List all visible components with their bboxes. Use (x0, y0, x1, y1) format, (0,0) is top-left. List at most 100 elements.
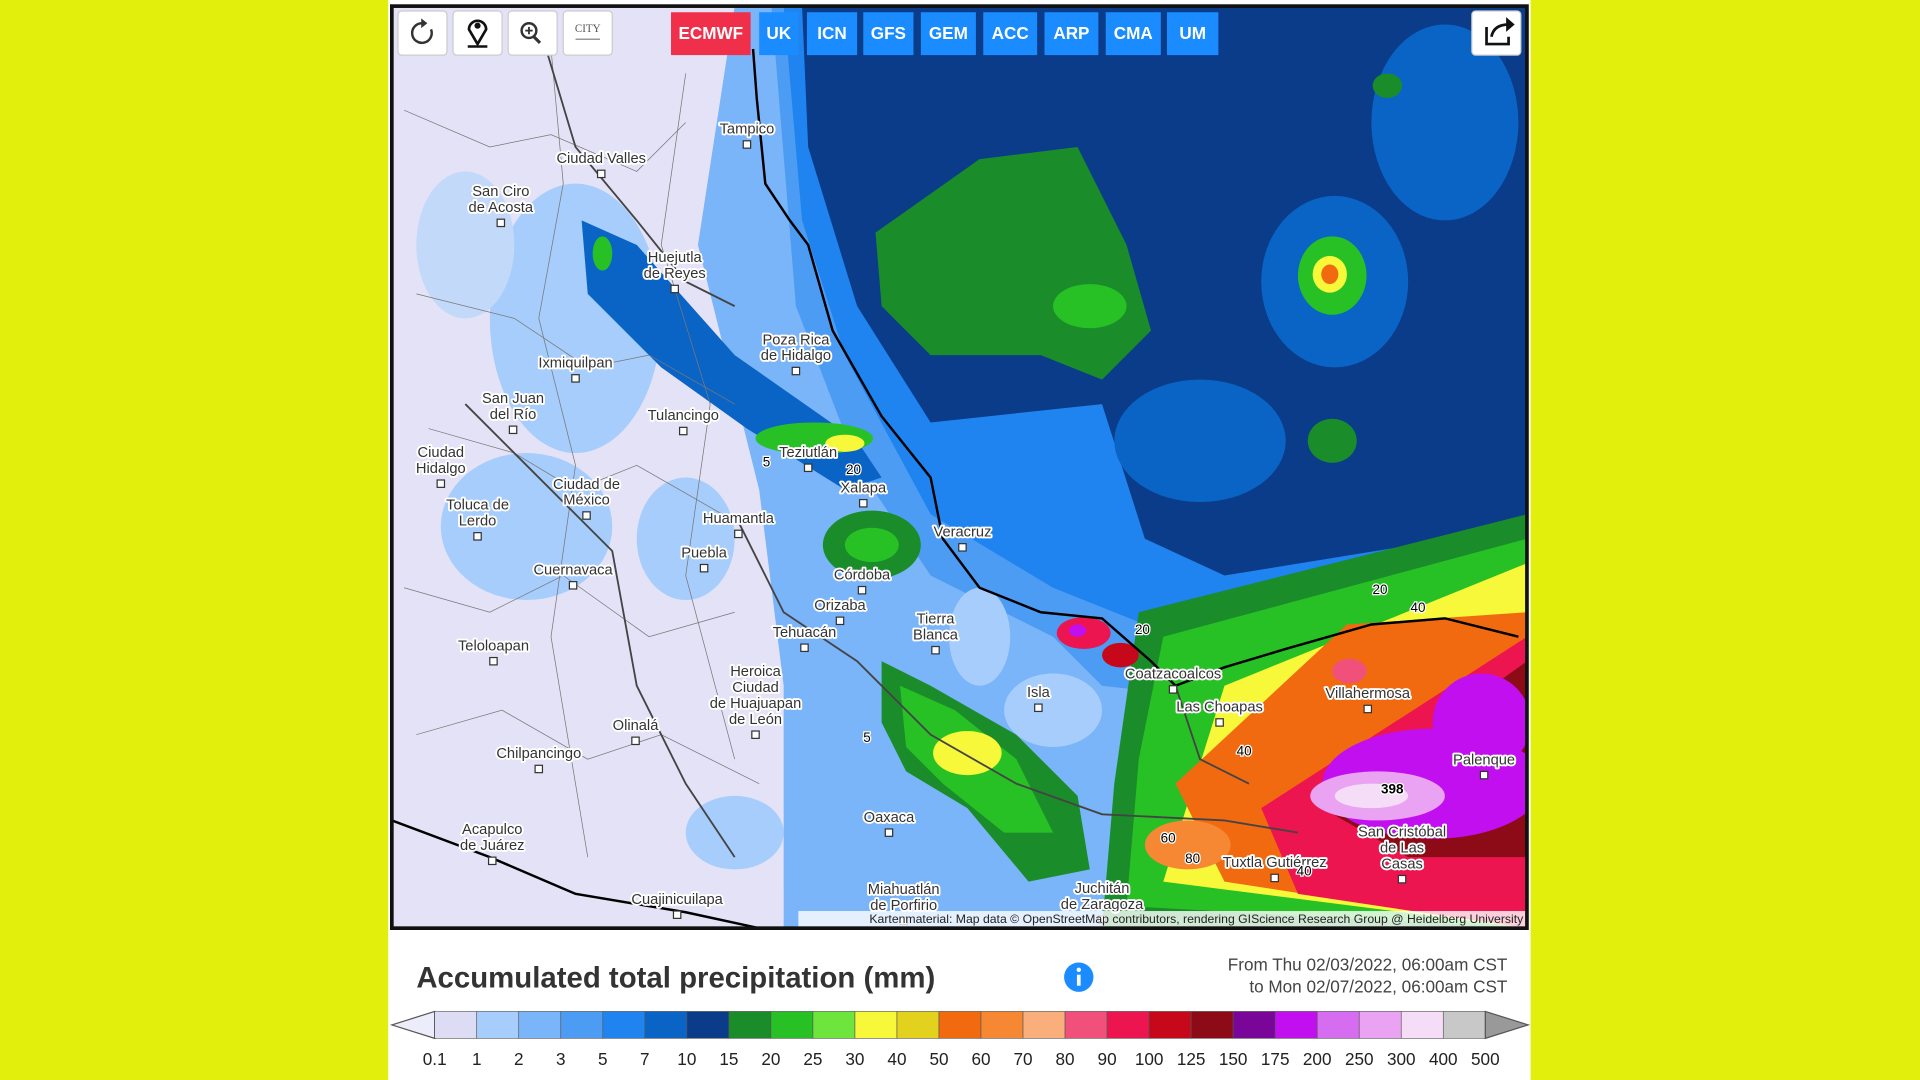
colorbar-label: 10 (677, 1049, 696, 1069)
location-button[interactable] (452, 10, 503, 56)
colorbar-label: 1 (472, 1049, 482, 1069)
colorbar-label: 0.1 (423, 1049, 447, 1069)
city-marker (678, 426, 688, 436)
contour-label: 20 (1373, 582, 1388, 597)
city-marker (596, 169, 606, 179)
city-marker (835, 616, 845, 626)
city-label: Cuernavaca (533, 562, 613, 578)
model-button[interactable]: CMA (1105, 12, 1161, 56)
colorbar-swatch (602, 1011, 646, 1039)
colorbar-swatch (812, 1011, 856, 1039)
city-label: Palenque (1453, 752, 1515, 768)
model-button[interactable]: GEM (920, 12, 976, 56)
city-button[interactable]: CITY (562, 10, 613, 56)
city-label: Chilpancingo (496, 746, 581, 762)
colorbar-label: 20 (761, 1049, 780, 1069)
model-button[interactable]: UK (759, 12, 799, 56)
city-label: de Zaragoza (1061, 897, 1144, 913)
city-marker (1215, 718, 1224, 727)
colorbar-label: 90 (1098, 1049, 1117, 1069)
model-button[interactable]: ACC (983, 12, 1038, 56)
model-button[interactable]: ICN (806, 12, 858, 56)
city-label: Hidalgo (416, 461, 466, 477)
city-label: Juchitán (1075, 881, 1130, 897)
colorbar-swatch (518, 1011, 562, 1039)
model-button[interactable]: UM (1166, 12, 1219, 56)
model-button-bg (759, 12, 799, 56)
city-label: Ciudad de (553, 477, 620, 493)
city-marker (857, 585, 867, 595)
zoom-button[interactable] (507, 10, 558, 56)
city-label: Acapulco (462, 822, 522, 838)
colorbar-label: 60 (971, 1049, 990, 1069)
colorbar-label: 150 (1219, 1049, 1248, 1069)
period-end: to Mon 02/07/2022, 06:00am CST (1249, 977, 1508, 997)
model-button-label: ECMWF (678, 23, 743, 43)
city-label: Ixmiquilpan (538, 356, 612, 372)
colorbar-label: 175 (1261, 1049, 1290, 1069)
city-label: del Río (490, 407, 537, 423)
colorbar-swatch (980, 1011, 1024, 1039)
model-button-label: GFS (871, 23, 906, 43)
city-marker (631, 736, 640, 746)
model-button-label: UM (1179, 23, 1206, 43)
colorbar-swatch (938, 1011, 982, 1039)
colorbar-label: 250 (1345, 1049, 1374, 1069)
city-marker (1168, 685, 1178, 694)
city-label: San Cristóbal (1358, 825, 1446, 841)
city-marker (1034, 703, 1043, 713)
city-label: San Juan (482, 391, 544, 407)
contour-label: 80 (1185, 851, 1200, 866)
refresh-button[interactable] (397, 10, 448, 56)
model-button-label: GEM (929, 23, 968, 43)
colorbar-label: 40 (887, 1049, 906, 1069)
model-button[interactable]: GFS (863, 12, 914, 56)
city-label: Las Choapas (1176, 700, 1263, 716)
city-label: Tuxtla Gutiérrez (1223, 855, 1327, 871)
city-label: de Porfirio (870, 898, 937, 914)
model-button-label: ACC (992, 23, 1029, 43)
city-marker (931, 645, 940, 655)
colorbar-swatch (1400, 1011, 1444, 1039)
colorbar-swatch (686, 1011, 730, 1039)
city-label: Teziutlán (779, 445, 837, 461)
city-label: Cuajinicuilapa (631, 892, 723, 908)
city-label: Casas (1381, 856, 1423, 872)
info-button[interactable] (1064, 962, 1094, 992)
model-button[interactable]: ARP (1044, 12, 1099, 56)
colorbar-label: 50 (929, 1049, 948, 1069)
contour-label: 40 (1297, 863, 1312, 878)
city-label: Teloloapan (458, 638, 529, 654)
share-button[interactable] (1471, 10, 1522, 56)
city-marker (1270, 873, 1279, 883)
colorbar-label: 200 (1303, 1049, 1332, 1069)
contour-label: 60 (1161, 830, 1176, 845)
city-label: Lerdo (459, 514, 497, 530)
colorbar-swatch (476, 1011, 520, 1039)
colorbar-swatch (1064, 1011, 1108, 1039)
city-label: Tehuacán (773, 625, 837, 641)
colorbar-swatch (896, 1011, 940, 1039)
city-marker (436, 479, 446, 488)
coastline (751, 48, 1519, 688)
colorbar-label: 400 (1429, 1049, 1458, 1069)
contour-layer: 5 20 20 20 40 40 60 80 40 5 398 (762, 453, 1427, 879)
city-label: Oaxaca (864, 810, 915, 826)
map-frame (390, 4, 1529, 930)
model-button-bg (1105, 12, 1161, 56)
city-label: de Reyes (644, 266, 706, 282)
city-label: Tulancingo (648, 408, 719, 424)
colorbar-swatch (728, 1011, 772, 1039)
city-label: San Ciro (472, 184, 529, 200)
city-label: Blanca (913, 627, 959, 643)
contour-label: 5 (763, 454, 770, 469)
model-button[interactable]: ECMWF (671, 12, 751, 56)
city-label: Heroica (730, 664, 781, 680)
city-label: Miahuatlán (868, 882, 940, 898)
contour-label: 20 (1135, 622, 1150, 637)
colorbar-swatch (854, 1011, 898, 1039)
model-button-label: ARP (1053, 23, 1089, 43)
